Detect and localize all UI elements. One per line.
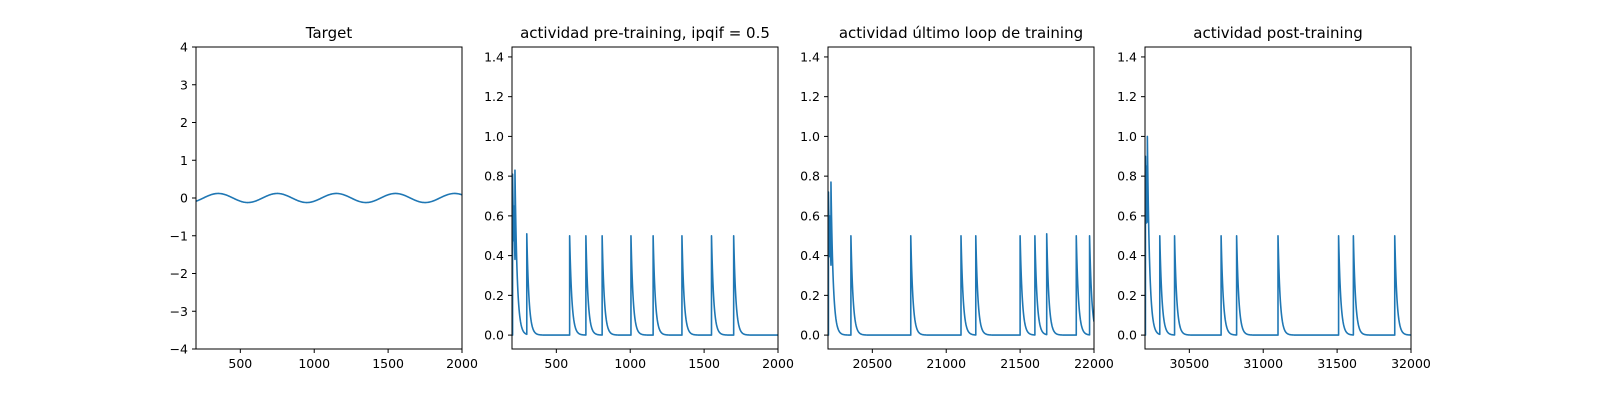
chart-panel-4: 30500 31000 31500 32000 0.0 0.2 0.4 0.6 0.8 1.0 1.…: [1117, 24, 1431, 371]
y-tick-label: 2: [180, 115, 188, 130]
y-tick-label: 1: [180, 153, 188, 168]
y-tick-label: 0.4: [1117, 248, 1137, 263]
axes-frame: [1144, 46, 1412, 350]
x-tick-label: 500: [228, 356, 252, 371]
x-tick-label: 1500: [372, 356, 404, 371]
y-tick-label: 0.6: [1117, 208, 1137, 223]
y-tick-label: 1.2: [800, 89, 820, 104]
y-tick-label: 0.2: [1117, 288, 1137, 303]
y-tick-label: 0.8: [800, 169, 820, 184]
chart-title: actividad post-training: [1193, 24, 1362, 42]
series-line-3-1: [828, 181, 1094, 336]
x-tick-label: 2000: [762, 356, 794, 371]
chart-title: actividad pre-training, ipqif = 0.5: [520, 24, 770, 42]
axes-frame: [827, 46, 1095, 350]
x-tick-label: 2000: [446, 356, 478, 371]
y-tick-label: 0.2: [484, 288, 504, 303]
y-tick-label: −1: [170, 228, 188, 243]
y-tick-label: 1.2: [1117, 89, 1137, 104]
y-tick-label: 1.0: [800, 129, 820, 144]
chart-panel-2: 500 1000 1500 2000 0.0 0.2 0.4 0.6 0.8 1.0 1.2 1.4 a…: [484, 24, 794, 371]
chart-panel-3: 20500 21000 21500 22000 0.0 0.2 0.4 0.6 0.8 1.0 1.…: [800, 24, 1114, 371]
y-tick-label: 0.0: [1117, 328, 1137, 343]
y-tick-label: −4: [170, 342, 188, 357]
chart-title: actividad último loop de training: [839, 24, 1083, 42]
x-tick-label: 21500: [1000, 356, 1040, 371]
x-tick-label: 22000: [1074, 356, 1114, 371]
y-tick-label: 0.0: [484, 328, 504, 343]
x-tick-label: 1500: [688, 356, 720, 371]
x-tick-label: 32000: [1391, 356, 1431, 371]
series-line-1-1: [196, 192, 462, 204]
y-tick-label: 1.4: [800, 49, 820, 64]
y-tick-label: 0.4: [484, 248, 504, 263]
x-tick-label: 500: [544, 356, 568, 371]
y-tick-label: 1.0: [1117, 129, 1137, 144]
x-tick-label: 31000: [1243, 356, 1283, 371]
y-tick-label: 0.0: [800, 328, 820, 343]
x-tick-label: 1000: [614, 356, 646, 371]
y-tick-label: 0.8: [484, 169, 504, 184]
chart-title: Target: [305, 24, 353, 42]
chart-panel-1: 500 1000 1500 2000 −4 −3 −2 −1 0 1 2 3 4 Target: [170, 24, 478, 371]
y-tick-label: 1.4: [484, 49, 504, 64]
x-tick-label: 31500: [1317, 356, 1357, 371]
x-tick-label: 20500: [852, 356, 892, 371]
series-line-4-1: [1145, 135, 1411, 336]
y-tick-label: 0.6: [484, 208, 504, 223]
y-tick-label: 0.4: [800, 248, 820, 263]
y-tick-label: 4: [180, 40, 188, 55]
y-tick-label: −2: [170, 266, 188, 281]
y-tick-label: 0.2: [800, 288, 820, 303]
y-tick-label: 0.6: [800, 208, 820, 223]
y-tick-label: 0.8: [1117, 169, 1137, 184]
y-tick-label: −3: [170, 304, 188, 319]
x-tick-label: 1000: [298, 356, 330, 371]
y-tick-label: 0: [180, 191, 188, 206]
y-tick-label: 1.4: [1117, 49, 1137, 64]
x-tick-label: 21000: [926, 356, 966, 371]
series-line-2-1: [512, 169, 778, 336]
axes-frame: [511, 46, 779, 350]
x-tick-label: 30500: [1169, 356, 1209, 371]
y-tick-label: 1.2: [484, 89, 504, 104]
y-tick-label: 3: [180, 77, 188, 92]
y-tick-label: 1.0: [484, 129, 504, 144]
